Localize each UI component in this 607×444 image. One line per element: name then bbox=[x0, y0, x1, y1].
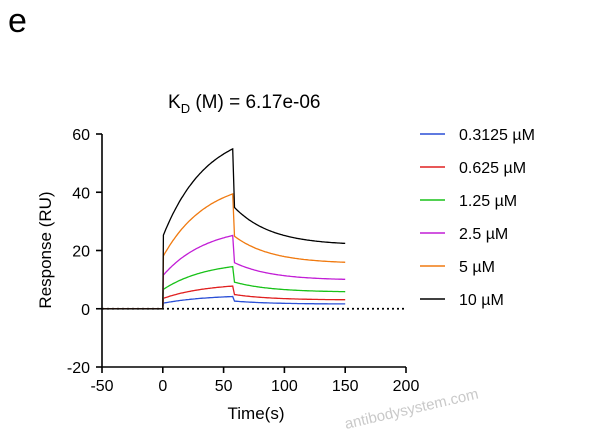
chart-title: KD (M) = 6.17e-06 bbox=[168, 92, 321, 116]
legend-label: 5 µM bbox=[459, 259, 495, 276]
x-tick-label: 200 bbox=[393, 378, 420, 395]
legend-label: 2.5 µM bbox=[459, 226, 508, 243]
y-tick-label: 40 bbox=[72, 185, 90, 202]
series-line bbox=[102, 147, 346, 310]
panel-label: e bbox=[8, 2, 27, 40]
axes: -50 0 50 100 150 200 -20 0 20 40 60 bbox=[67, 127, 420, 395]
legend-label: 0.625 µM bbox=[459, 160, 526, 177]
y-tick-label: 20 bbox=[72, 244, 90, 261]
series-line bbox=[102, 192, 346, 310]
legend-label: 0.3125 µM bbox=[459, 127, 535, 144]
plot-area bbox=[102, 147, 406, 310]
chart-title-k: K bbox=[168, 92, 181, 113]
y-tick-label: -20 bbox=[67, 360, 90, 377]
x-tick-label: -50 bbox=[90, 378, 113, 395]
series-line bbox=[102, 265, 346, 310]
series-line bbox=[102, 234, 346, 310]
y-tick-label: 60 bbox=[72, 127, 90, 144]
series-line bbox=[102, 285, 346, 310]
x-tick-label: 150 bbox=[332, 378, 359, 395]
x-tick-label: 0 bbox=[158, 378, 167, 395]
chart-title-subscript: D bbox=[181, 101, 190, 116]
legend: 0.3125 µM 0.625 µM 1.25 µM 2.5 µM 5 µM 10 µM bbox=[420, 127, 535, 309]
series-line bbox=[102, 295, 346, 310]
chart-title-rest: (M) = 6.17e-06 bbox=[190, 92, 320, 113]
legend-label: 10 µM bbox=[459, 292, 504, 309]
x-axis-title: Time(s) bbox=[228, 404, 285, 423]
y-tick-label: 0 bbox=[81, 302, 90, 319]
legend-label: 1.25 µM bbox=[459, 193, 517, 210]
x-tick-label: 100 bbox=[271, 378, 298, 395]
x-tick-label: 50 bbox=[215, 378, 233, 395]
y-axis-title: Response (RU) bbox=[36, 191, 55, 308]
